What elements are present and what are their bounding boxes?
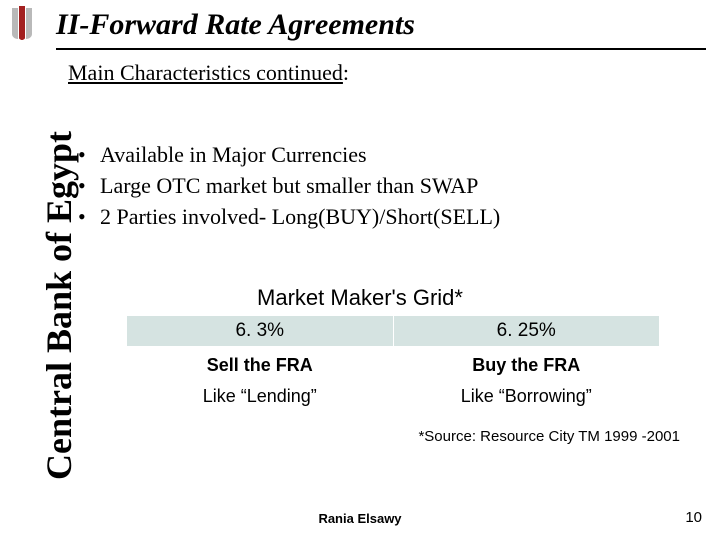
page-number: 10: [685, 509, 702, 526]
footer-author: Rania Elsawy: [0, 511, 720, 526]
grid-action-cell: Sell the FRA: [127, 347, 394, 381]
title-underline: [56, 48, 706, 50]
grid-rate-row: 6. 3% 6. 25%: [127, 316, 660, 347]
market-maker-grid: 6. 3% 6. 25% Sell the FRA Buy the FRA Li…: [126, 315, 660, 413]
grid-action-row: Sell the FRA Buy the FRA: [127, 347, 660, 381]
grid-analogy-cell: Like “Borrowing”: [393, 380, 660, 413]
slide-title: II-Forward Rate Agreements: [56, 8, 415, 42]
bullet-item: Large OTC market but smaller than SWAP: [72, 171, 500, 202]
source-citation: *Source: Resource City TM 1999 -2001: [418, 428, 680, 445]
grid-analogy-cell: Like “Lending”: [127, 380, 394, 413]
grid-analogy-row: Like “Lending” Like “Borrowing”: [127, 380, 660, 413]
subtitle-main: Main Characteristics continued: [68, 60, 343, 85]
bullet-item: Available in Major Currencies: [72, 140, 500, 171]
grid-action-cell: Buy the FRA: [393, 347, 660, 381]
grid-title: Market Maker's Grid*: [0, 285, 720, 311]
grid-rate-cell: 6. 3%: [127, 316, 394, 347]
bullet-item: 2 Parties involved- Long(BUY)/Short(SELL…: [72, 202, 500, 233]
subtitle: Main Characteristics continued:: [68, 60, 349, 86]
bullet-list: Available in Major Currencies Large OTC …: [72, 140, 500, 232]
logo-icon: [8, 6, 36, 40]
grid-rate-cell: 6. 25%: [393, 316, 660, 347]
subtitle-colon: :: [343, 60, 349, 85]
